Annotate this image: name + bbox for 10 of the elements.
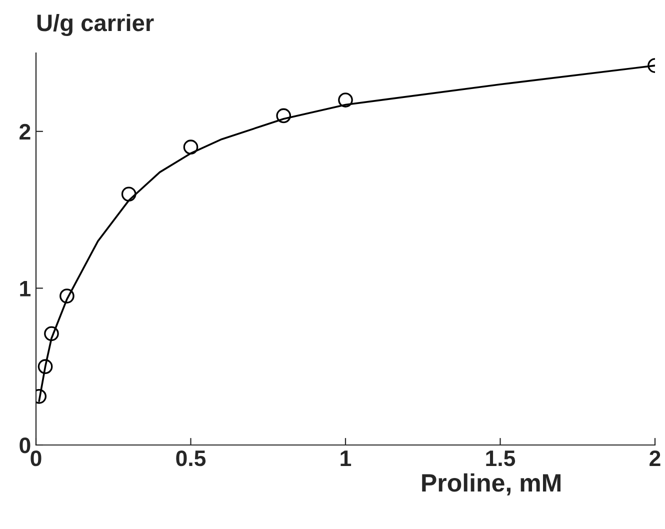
x-tick-label: 0 <box>30 450 42 466</box>
y-axis-title: U/g carrier <box>37 14 154 36</box>
y-tick-label: 0 <box>20 438 30 454</box>
y-tick-label: 2 <box>20 124 30 140</box>
x-tick-label: 2 <box>650 450 660 466</box>
y-tick-label: 1 <box>20 280 31 296</box>
x-axis-title: Proline, mM <box>422 473 560 496</box>
x-tick-label: 0.5 <box>176 450 206 466</box>
x-tick-label: 1.5 <box>486 450 516 466</box>
x-tick-label: 1 <box>340 450 352 466</box>
